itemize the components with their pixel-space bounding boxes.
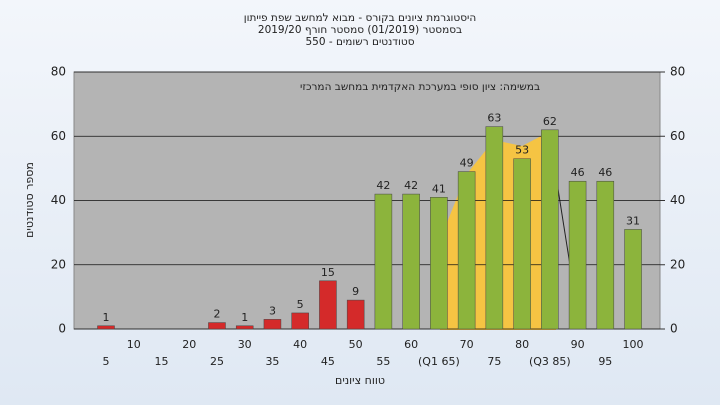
- x-tick-label: 10: [127, 338, 141, 351]
- bar: [97, 325, 115, 330]
- y-tick-label: 0: [58, 322, 66, 336]
- y-axis-label: מספר סטודנטים: [23, 162, 36, 238]
- x-tick-label: 20: [182, 338, 196, 351]
- x-tick-label: 35: [265, 355, 279, 368]
- x-tick-label: 30: [238, 338, 252, 351]
- bar: [402, 193, 420, 330]
- value-label: 42: [376, 179, 390, 192]
- title-line: סטודנטים רשומים - 550: [305, 36, 414, 48]
- bar: [263, 319, 282, 330]
- value-label: 15: [321, 266, 335, 279]
- x-tick-label: (Q1 65): [418, 355, 460, 368]
- y2-tick-label: 20: [670, 257, 685, 271]
- bar: [291, 312, 309, 330]
- x-tick-label: 95: [598, 355, 612, 368]
- y-tick-label: 20: [51, 257, 66, 271]
- x-tick-label: 100: [623, 338, 644, 351]
- value-label: 9: [352, 285, 359, 298]
- bar: [568, 180, 587, 330]
- value-label: 42: [404, 179, 418, 192]
- bar: [624, 229, 642, 330]
- bar: [374, 193, 393, 330]
- x-tick-label: 50: [349, 338, 363, 351]
- bar: [541, 129, 559, 330]
- bar: [485, 126, 504, 330]
- value-label: 1: [241, 311, 248, 324]
- y2-tick-label: 0: [670, 322, 678, 336]
- annotation: במשימה: ציון סופי במערכת האקדמית במחשב ה…: [300, 81, 540, 93]
- bar: [430, 197, 448, 330]
- value-label: 46: [571, 166, 585, 179]
- bar: [513, 158, 531, 330]
- value-label: 53: [515, 144, 529, 157]
- title-line: היסטוגרמת ציונים בקורס - מבוא למחשב שפת …: [244, 12, 477, 24]
- value-label: 46: [598, 166, 612, 179]
- x-tick-label: 75: [487, 355, 501, 368]
- x-tick-label: 80: [515, 338, 529, 351]
- x-tick-label: 90: [571, 338, 585, 351]
- x-axis-label: טווח ציונים: [335, 374, 385, 387]
- value-label: 41: [432, 182, 446, 195]
- value-label: 5: [297, 298, 304, 311]
- y-tick-label: 40: [51, 193, 66, 207]
- value-label: 63: [487, 112, 501, 125]
- x-tick-label: 70: [460, 338, 474, 351]
- value-label: 31: [626, 214, 640, 227]
- y-tick-label: 60: [51, 129, 66, 143]
- x-tick-label: (Q3 85): [529, 355, 571, 368]
- x-tick-label: 15: [154, 355, 168, 368]
- bar: [346, 299, 365, 330]
- value-label: 1: [103, 311, 110, 324]
- value-label: 49: [460, 157, 474, 170]
- value-label: 2: [213, 308, 220, 321]
- x-tick-label: 40: [293, 338, 307, 351]
- bar: [596, 180, 615, 330]
- bar: [457, 171, 476, 330]
- x-tick-label: 60: [404, 338, 418, 351]
- x-tick-label: 45: [321, 355, 335, 368]
- title-line: בסמסטר (01/2019) סמסטר חורף 2019/20: [258, 24, 462, 36]
- y2-tick-label: 40: [670, 193, 685, 207]
- x-tick-label: 5: [103, 355, 110, 368]
- value-label: 3: [269, 304, 276, 317]
- bar: [208, 322, 226, 330]
- bar: [235, 325, 254, 330]
- value-label: 62: [543, 115, 557, 128]
- y-tick-label: 80: [51, 65, 66, 79]
- x-tick-label: 55: [376, 355, 390, 368]
- x-tick-label: 25: [210, 355, 224, 368]
- y2-tick-label: 80: [670, 65, 685, 79]
- y2-tick-label: 60: [670, 129, 685, 143]
- bar: [319, 280, 337, 330]
